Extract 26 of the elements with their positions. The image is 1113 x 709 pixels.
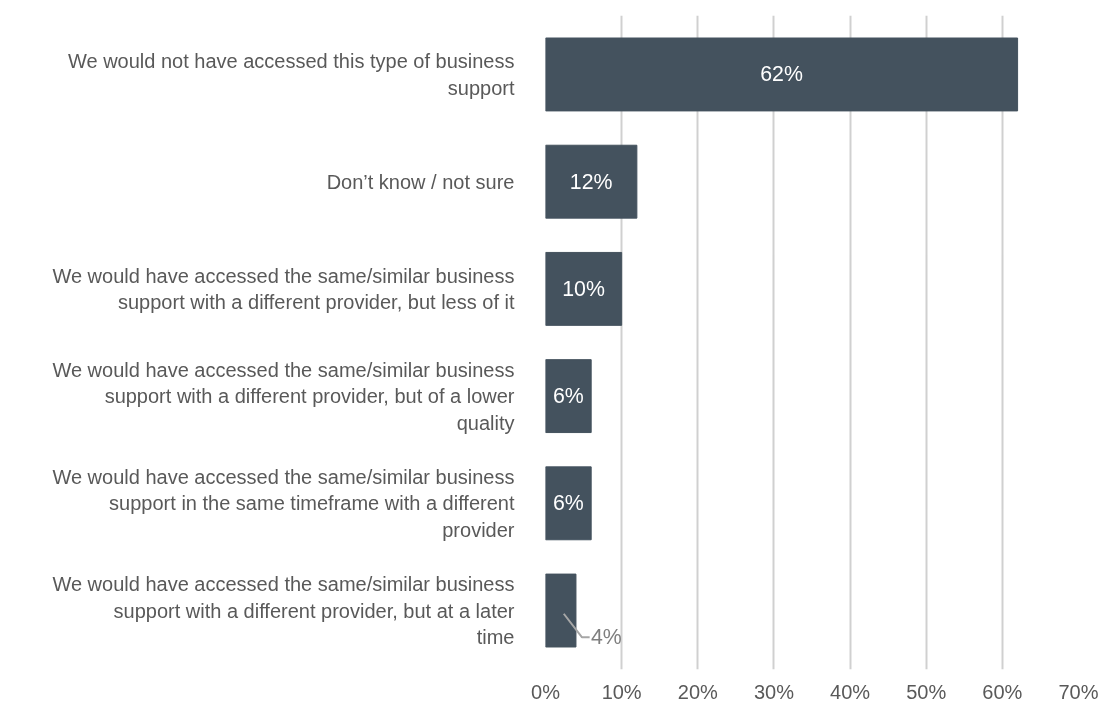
- x-tick-label: 0%: [531, 680, 561, 703]
- bar: [545, 466, 592, 541]
- x-tick-label: 30%: [753, 680, 795, 703]
- y-tick-label: We would have accessed the same/similar business support with a different provider, but less of it: [52, 264, 515, 314]
- bar: [545, 144, 638, 219]
- y-tick-label: We would have accessed the same/similar business support in the same timeframe with a different provider: [52, 465, 515, 541]
- y-tick-label: We would have accessed the same/similar business support with a different provider, but of a lower quality: [52, 358, 515, 434]
- bar: [545, 37, 1019, 112]
- data-label: 6%: [552, 384, 584, 409]
- bar: [545, 573, 577, 648]
- bar: [545, 251, 623, 326]
- x-tick-label: 10%: [601, 680, 642, 703]
- x-tick-label: 70%: [1058, 680, 1099, 703]
- y-tick-label: We would have accessed the same/similar business support with a different provider, but at a later time: [52, 573, 515, 648]
- y-tick-label: Don’t know / not sure: [326, 170, 515, 193]
- x-tick-label: 50%: [906, 680, 947, 703]
- bar: [545, 359, 592, 434]
- data-label: 12%: [569, 169, 613, 194]
- x-tick-label: 40%: [830, 680, 871, 703]
- x-tick-label: 60%: [982, 680, 1023, 703]
- data-label: 6%: [552, 491, 584, 516]
- data-label: 62%: [760, 62, 803, 87]
- data-label: 4%: [591, 625, 622, 650]
- x-tick-label: 20%: [677, 680, 719, 703]
- data-label: 10%: [562, 276, 605, 301]
- y-tick-label: We would not have accessed this type of business support: [67, 50, 515, 99]
